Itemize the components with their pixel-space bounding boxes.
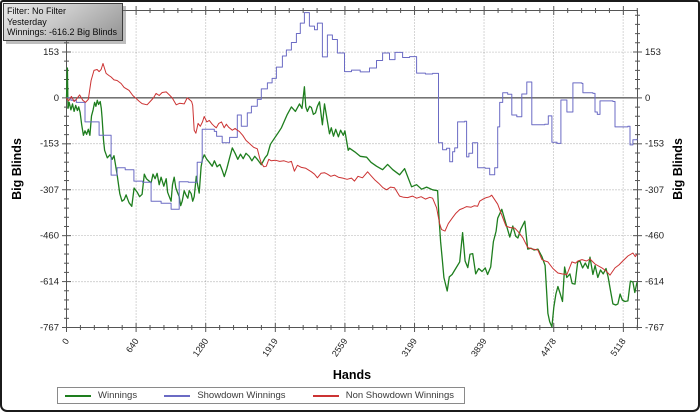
- svg-text:-307: -307: [645, 185, 664, 196]
- series-line-non-showdown-winnings: [66, 63, 638, 276]
- legend-swatch-winnings: [65, 394, 91, 397]
- tooltip-filter-line: Filter: No Filter: [7, 6, 67, 16]
- svg-text:-460: -460: [40, 231, 59, 242]
- svg-text:3839: 3839: [469, 336, 489, 358]
- legend-swatch-showdown-winnings: [164, 394, 191, 397]
- series-line-showdown-winnings: [66, 12, 638, 210]
- svg-text:-767: -767: [645, 323, 664, 334]
- tooltip-date-line: Yesterday: [7, 16, 47, 27]
- series-line-winnings: [65, 67, 638, 328]
- legend-item-winnings: Winnings: [65, 390, 137, 401]
- legend-label-showdown-winnings: Showdown Winnings: [197, 390, 286, 401]
- gridlines: [66, 10, 638, 328]
- svg-text:5118: 5118: [608, 336, 627, 358]
- y-axis-title-left: Big Blinds: [10, 138, 24, 200]
- svg-text:0: 0: [645, 93, 650, 104]
- x-axis-title: Hands: [333, 368, 371, 382]
- svg-text:1280: 1280: [191, 336, 211, 358]
- svg-text:-153: -153: [40, 139, 59, 150]
- svg-text:1919: 1919: [260, 336, 280, 358]
- tick-labels: 153 153 0 0 -153 -153 -307 -307 -460 -460 -614 -614…: [10, 47, 685, 382]
- legend-item-non-showdown-winnings: Non Showdown Winnings: [312, 390, 454, 401]
- legend-label-winnings: Winnings: [98, 390, 138, 401]
- svg-text:3199: 3199: [399, 336, 419, 358]
- tooltip-winnings-line: Winnings: -616.2 Big Blinds: [7, 27, 118, 37]
- svg-text:-153: -153: [645, 139, 664, 150]
- svg-text:640: 640: [124, 336, 141, 354]
- svg-text:153: 153: [43, 47, 59, 58]
- filter-tooltip: Filter: No Filter Yesterday Winnings: -6…: [3, 3, 123, 41]
- svg-text:0: 0: [60, 336, 71, 346]
- axes: [62, 6, 642, 332]
- legend-item-showdown-winnings: Showdown Winnings: [164, 390, 286, 401]
- svg-text:2559: 2559: [330, 336, 350, 358]
- svg-text:-614: -614: [645, 277, 664, 288]
- svg-text:-460: -460: [645, 231, 664, 242]
- legend-swatch-non-showdown-winnings: [312, 394, 339, 397]
- legend: Winnings Showdown Winnings Non Showdown …: [57, 387, 465, 404]
- y-axis-title-right: Big Blinds: [671, 138, 685, 200]
- svg-text:-307: -307: [40, 185, 59, 196]
- svg-text:4478: 4478: [538, 336, 558, 358]
- legend-label-non-showdown-winnings: Non Showdown Winnings: [345, 390, 454, 401]
- svg-text:153: 153: [645, 47, 661, 58]
- svg-text:-767: -767: [40, 323, 59, 334]
- svg-text:0: 0: [54, 93, 59, 104]
- svg-text:-614: -614: [40, 277, 59, 288]
- series-lines: [65, 12, 638, 328]
